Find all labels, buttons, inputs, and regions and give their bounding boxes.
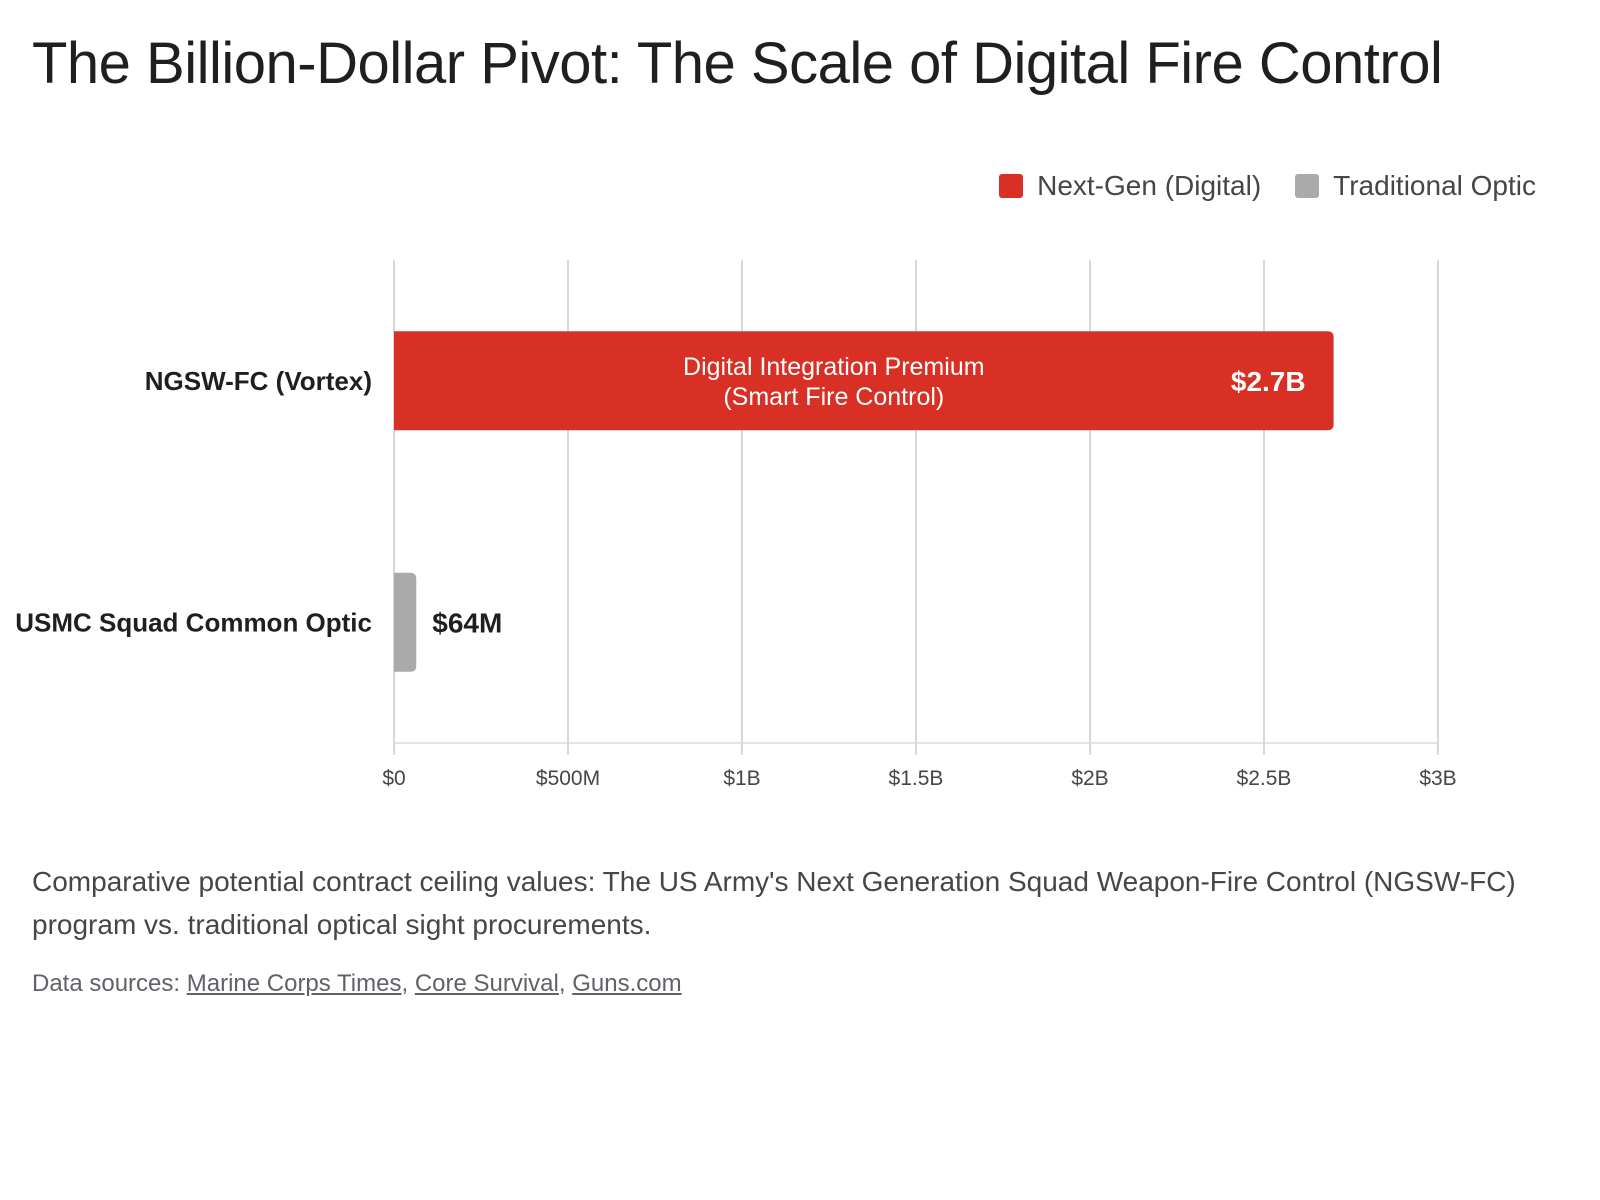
x-tick-label: $1B — [723, 767, 760, 790]
bar-ngsw-fc — [394, 331, 1334, 431]
x-tick-label: $500M — [536, 767, 600, 790]
y-category-label: USMC Squad Common Optic — [15, 607, 372, 637]
legend-item-next-gen: Next-Gen (Digital) — [999, 170, 1261, 202]
bar-chart: $0 $500M $1B $1.5B $2B $2.5B $3B NGSW-FC (Vorte… — [15, 260, 1457, 790]
source-link-marine-corps-times[interactable]: Marine Corps Times — [186, 970, 402, 997]
data-sources: Data sources: Marine Corps Times, Core S… — [32, 970, 682, 998]
x-tick-label: $3B — [1419, 767, 1456, 790]
data-label: $2.7B — [1231, 366, 1306, 397]
bar-annotation: Digital Integration Premium — [683, 353, 985, 381]
y-category-label: NGSW-FC (Vortex) — [145, 366, 372, 396]
legend: Next-Gen (Digital) Traditional Optic — [999, 170, 1536, 202]
data-label: $64M — [432, 607, 502, 638]
legend-label-next-gen: Next-Gen (Digital) — [1037, 170, 1262, 201]
chart-caption: Comparative potential contract ceiling v… — [32, 866, 1516, 940]
legend-swatch-traditional — [1295, 174, 1320, 198]
x-tick-label: $0 — [382, 767, 405, 790]
sources-prefix: Data sources: — [32, 970, 187, 997]
sources-separator: , — [401, 970, 415, 997]
legend-swatch-next-gen — [999, 174, 1024, 198]
x-tick-label: $2.5B — [1237, 767, 1292, 790]
chart-title: The Billion-Dollar Pivot: The Scale of D… — [32, 31, 1443, 96]
source-link-guns-com[interactable]: Guns.com — [572, 970, 682, 997]
bar-squad-common-optic — [394, 572, 417, 672]
x-tick-label: $1.5B — [889, 767, 944, 790]
legend-label-traditional: Traditional Optic — [1333, 170, 1536, 201]
sources-separator: , — [558, 970, 573, 997]
x-tick-label: $2B — [1071, 767, 1108, 790]
legend-item-traditional: Traditional Optic — [1295, 170, 1536, 202]
source-link-core-survival[interactable]: Core Survival — [414, 970, 559, 997]
bar-annotation: (Smart Fire Control) — [723, 383, 944, 411]
